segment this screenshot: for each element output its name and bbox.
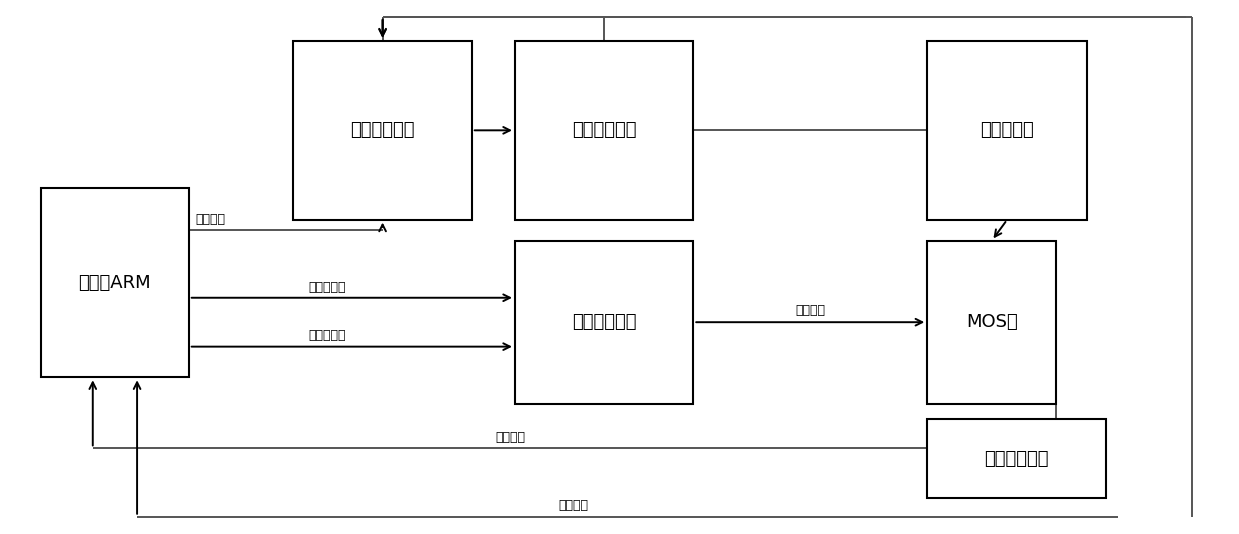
Text: 调制脉冲: 调制脉冲 <box>795 304 825 317</box>
Text: 脉冲计数: 脉冲计数 <box>559 499 589 513</box>
Text: 时基脉冲二: 时基脉冲二 <box>309 329 346 342</box>
Bar <box>927 41 1087 219</box>
Bar <box>515 41 694 219</box>
Text: 脉冲调制电路: 脉冲调制电路 <box>572 313 637 331</box>
Bar <box>927 419 1105 498</box>
Text: 激光增幅电路: 激光增幅电路 <box>572 121 637 139</box>
Text: 时基脉冲一: 时基脉冲一 <box>309 280 346 294</box>
Bar <box>927 241 1057 404</box>
Text: 主系统ARM: 主系统ARM <box>78 274 151 292</box>
Text: 脉冲反馈电路: 脉冲反馈电路 <box>984 450 1048 468</box>
Text: 反馈放大电路: 反馈放大电路 <box>351 121 415 139</box>
Text: 脉冲电流: 脉冲电流 <box>195 213 225 225</box>
Text: 脉冲反馈: 脉冲反馈 <box>494 431 525 444</box>
Bar <box>515 241 694 404</box>
Bar <box>294 41 472 219</box>
Bar <box>41 188 188 378</box>
Text: 激光二极管: 激光二极管 <box>980 121 1035 139</box>
Text: MOS管: MOS管 <box>966 313 1017 331</box>
